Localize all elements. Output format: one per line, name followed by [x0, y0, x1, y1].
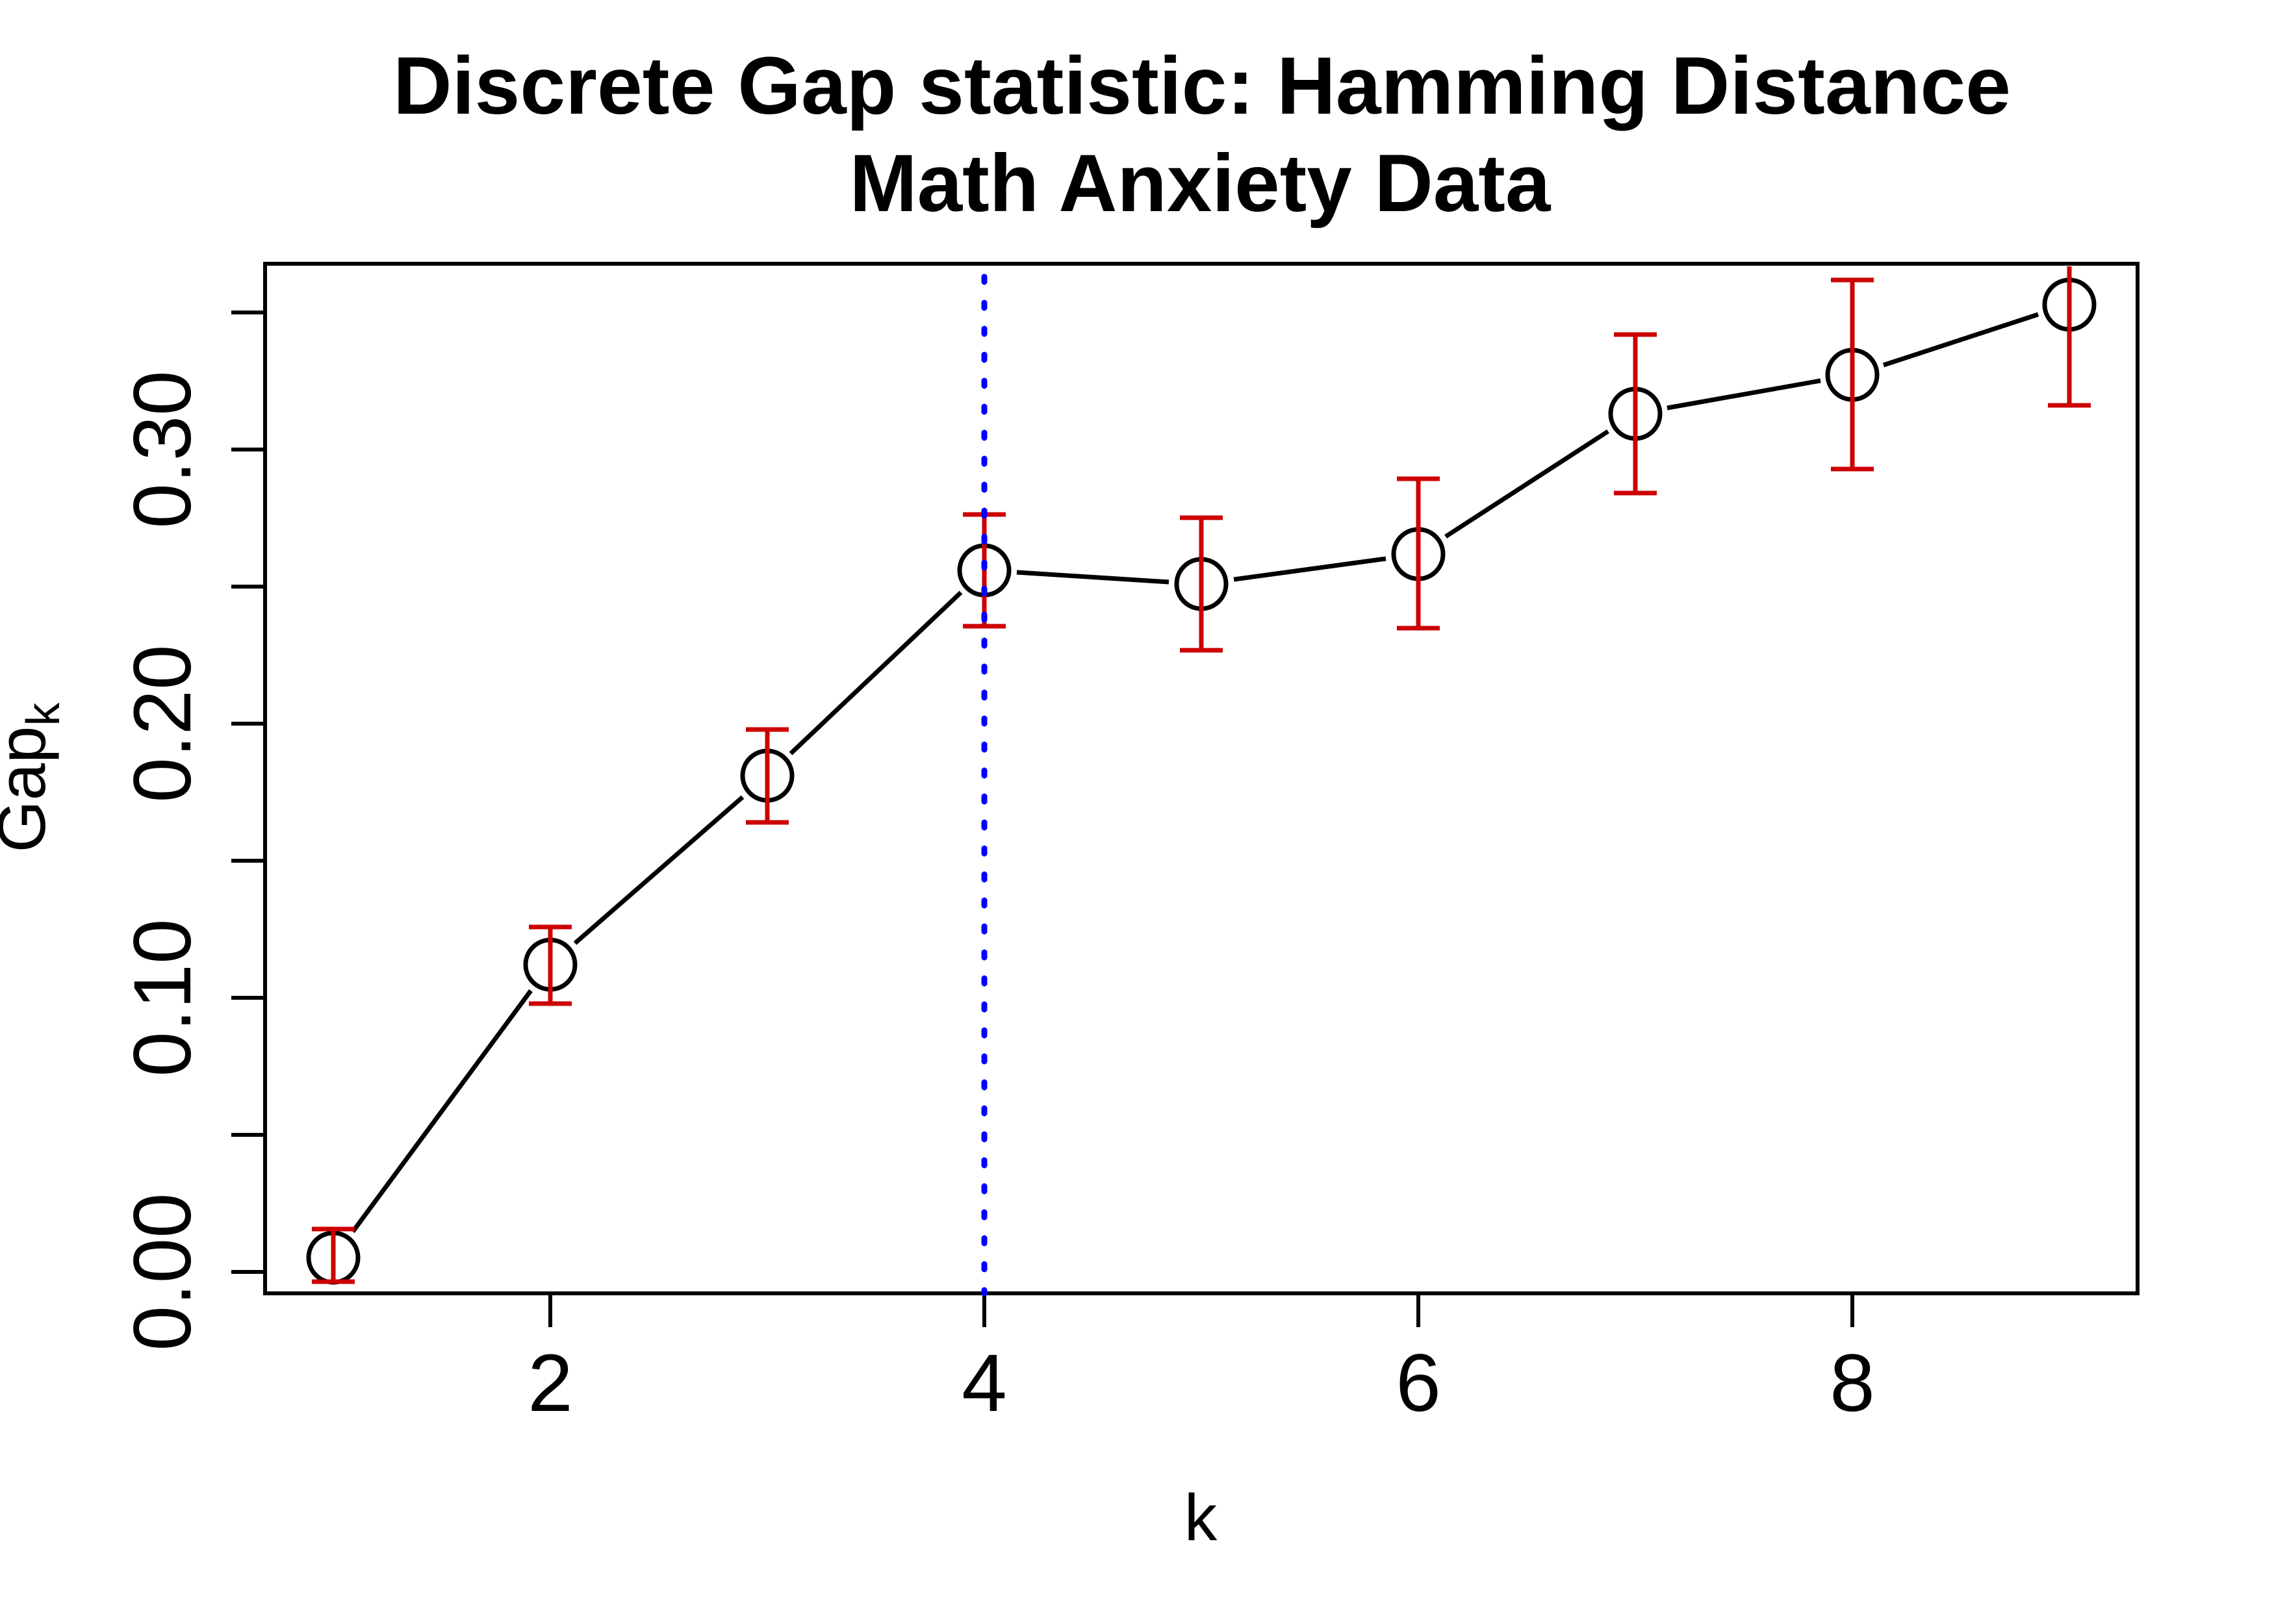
svg-text:Math Anxiety Data: Math Anxiety Data [850, 138, 1552, 229]
svg-text:0.30: 0.30 [118, 370, 208, 528]
svg-text:0.10: 0.10 [118, 919, 208, 1076]
svg-text:8: 8 [1830, 1338, 1875, 1428]
svg-text:6: 6 [1396, 1338, 1441, 1428]
svg-text:Discrete Gap statistic: Hammin: Discrete Gap statistic: Hamming Distance [393, 40, 2011, 131]
svg-text:k: k [1184, 1482, 1218, 1554]
svg-text:Gapk: Gapk [0, 702, 70, 853]
svg-text:0.00: 0.00 [118, 1193, 208, 1351]
svg-text:2: 2 [528, 1338, 573, 1428]
svg-text:0.20: 0.20 [118, 644, 208, 802]
svg-text:4: 4 [962, 1338, 1007, 1428]
